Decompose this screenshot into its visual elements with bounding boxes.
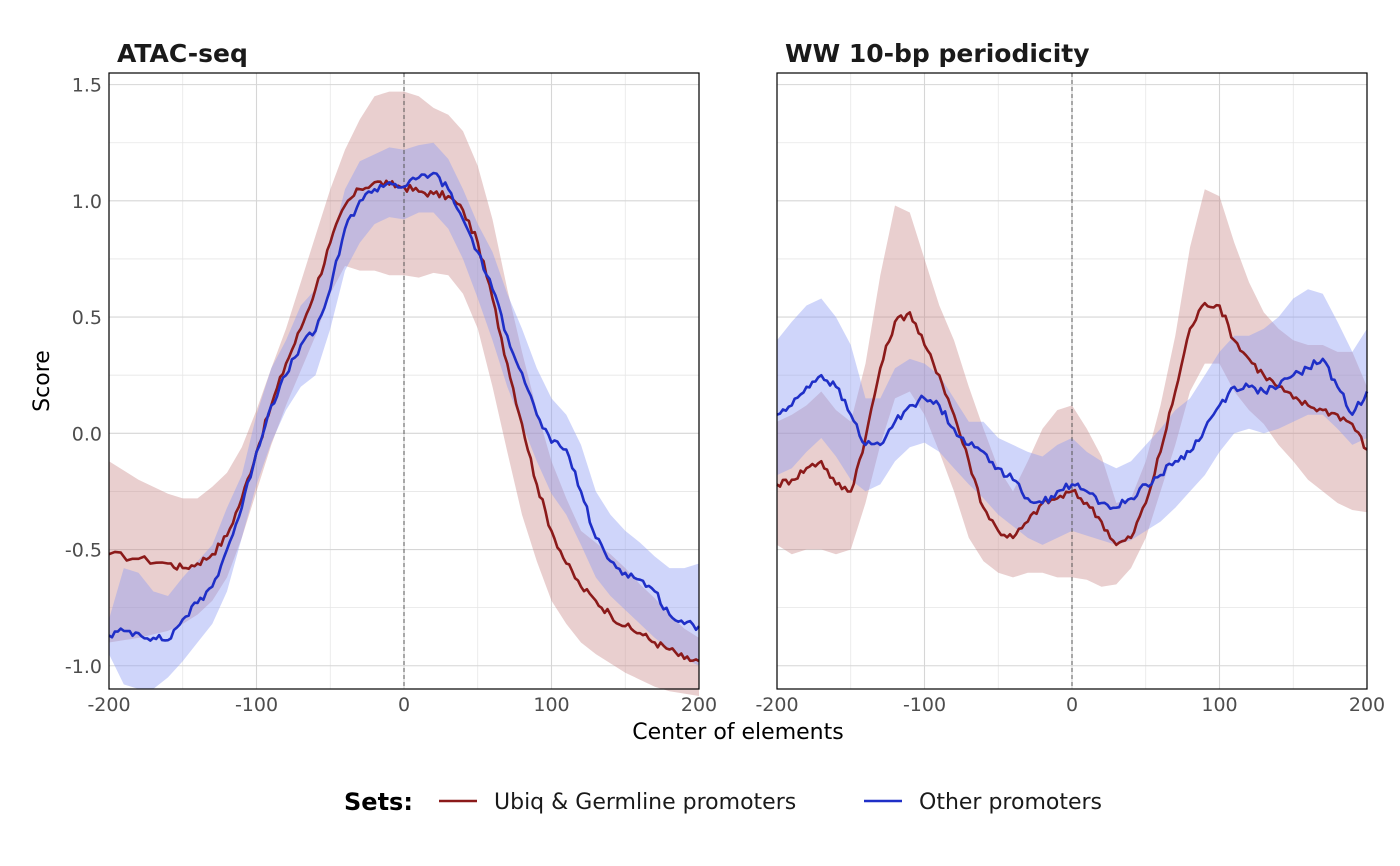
legend: Sets: Ubiq & Germline promoters Other prom… <box>344 788 1102 816</box>
panel-border <box>776 72 1368 690</box>
y-tick-label: 1.5 <box>72 75 102 97</box>
panel-title: WW 10-bp periodicity <box>785 39 1090 68</box>
series-band-2 <box>777 289 1367 545</box>
x-tick-label: 100 <box>1201 694 1237 716</box>
x-tick-label: 200 <box>681 694 717 716</box>
y-axis-title: Score <box>30 350 55 412</box>
y-tick-label: 1.0 <box>72 191 102 213</box>
series-band-1 <box>777 189 1367 587</box>
series-band-2 <box>109 142 699 689</box>
x-tick-label: -100 <box>235 694 278 716</box>
panel-1: ATAC-seq -200 -100 0 100 200 -1.0 -0.5 0.0 0.5 1.0… <box>65 39 717 716</box>
panel-2: WW 10-bp periodicity -200 -100 0 100 200 <box>755 39 1385 716</box>
x-tick-label: 100 <box>533 694 569 716</box>
series-line-2 <box>776 357 1369 510</box>
series-line-2 <box>108 171 700 642</box>
y-tick-label: -1.0 <box>65 656 102 678</box>
legend-label-2: Other promoters <box>919 790 1102 815</box>
panel-border <box>108 72 700 690</box>
y-tick-label: -0.5 <box>65 540 102 562</box>
y-tick-label: 0.5 <box>72 307 102 329</box>
x-tick-label: 0 <box>1066 694 1078 716</box>
legend-title: Sets: <box>344 788 413 816</box>
x-tick-label: -200 <box>87 694 130 716</box>
series-line-1 <box>108 179 700 663</box>
panel-title: ATAC-seq <box>117 39 248 68</box>
x-tick-label: 0 <box>398 694 410 716</box>
x-tick-label: 200 <box>1349 694 1385 716</box>
x-tick-label: -200 <box>755 694 798 716</box>
x-tick-label: -100 <box>903 694 946 716</box>
x-axis-title: Center of elements <box>632 720 843 745</box>
series-band-1 <box>109 91 699 697</box>
y-tick-label: 0.0 <box>72 423 102 445</box>
legend-label-1: Ubiq & Germline promoters <box>494 790 796 815</box>
series-line-1 <box>776 301 1368 547</box>
